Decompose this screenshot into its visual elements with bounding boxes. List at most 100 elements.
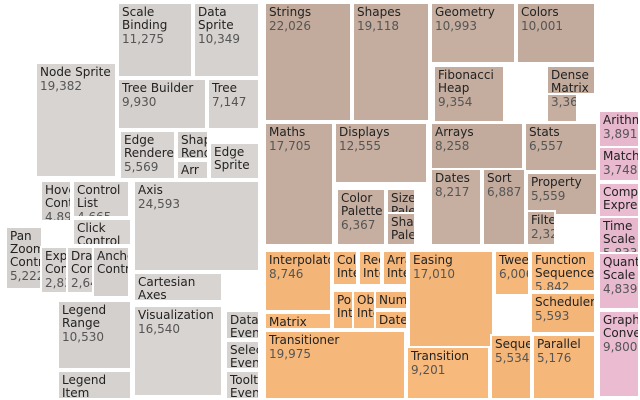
treemap-cell-dense-matrix: Dense Matrix — [546, 65, 596, 95]
treemap-cell-dates: Dates 8,217 — [430, 168, 482, 246]
treemap-cell-composite-expression: Composite Expression — [598, 182, 640, 218]
treemap-cell-array-interpolator: Array Interpolator — [382, 250, 408, 286]
treemap-cell-shape-renderer: Shape Renderer — [176, 130, 209, 160]
treemap-label: Node Sprite 19,382 — [40, 66, 114, 93]
treemap-label: Select Event — [230, 343, 260, 370]
treemap-label: Shape Renderer — [181, 133, 209, 160]
treemap-cell-arr: Arr — [176, 160, 209, 180]
treemap-value: 3,891 — [603, 127, 638, 141]
treemap-label: Expand Control2,832 — [45, 249, 68, 290]
treemap-value: 19,118 — [357, 19, 399, 33]
treemap-value: 10,993 — [435, 19, 477, 33]
treemap-value: 2,649 — [71, 276, 92, 290]
treemap-label: Composite Expression — [603, 185, 639, 212]
treemap-label: Dates 8,217 — [435, 172, 479, 199]
treemap-label: Hover Control4,896 — [45, 183, 72, 222]
treemap-label: Drag Control2,649 — [71, 249, 94, 290]
treemap-value: 16,540 — [138, 322, 180, 336]
treemap-cell-shape-palette: Shape Palette2,059 — [386, 212, 416, 246]
treemap-label: Point Interpolator — [337, 293, 356, 320]
treemap-label: Array Interpolator — [387, 253, 406, 280]
treemap-cell-graphics-converter: Graphics Converter9,800 — [598, 310, 640, 398]
treemap-cell-easing: Easing 17,010 — [408, 250, 494, 348]
treemap-label: Edge Sprite — [214, 145, 250, 172]
treemap-label: Tween6,006 — [499, 253, 530, 281]
treemap-cell-geometry: Geometry 10,993 — [430, 2, 516, 64]
treemap-value: 7,147 — [212, 95, 247, 109]
treemap-value: 4,665 — [77, 210, 112, 218]
treemap-cell-edge-sprite: Edge Sprite — [209, 142, 260, 180]
treemap-label: Geometry 10,993 — [435, 6, 513, 33]
treemap-cell-displays: Displays 12,555 — [334, 122, 428, 184]
treemap-value: 9,930 — [122, 95, 157, 109]
treemap-value: 24,593 — [138, 197, 180, 211]
treemap-label: Axis 24,593 — [138, 184, 257, 211]
treemap-cell-arithmetic: Arithmetic3,891 — [598, 110, 640, 152]
treemap-label: Arithmetic3,891 — [603, 113, 638, 141]
treemap-label: Data Sprite 10,349 — [198, 6, 257, 46]
treemap-label: Rectangle Interpolator — [363, 253, 380, 280]
treemap-cell-tween: Tween6,006 — [494, 250, 530, 296]
treemap-label: Object Interpolator — [357, 293, 378, 320]
treemap-label: Shapes 19,118 — [357, 6, 427, 33]
treemap-value: 5,222 — [10, 269, 43, 283]
treemap-cell-pan-zoom-control: Pan Zoom Control5,222 — [5, 226, 43, 290]
treemap-label: Pan Zoom Control5,222 — [10, 229, 43, 283]
treemap-cell-color-interpolator: Color Interpolator — [332, 250, 358, 286]
treemap-cell-parallel: Parallel 5,176 — [532, 334, 596, 400]
treemap-value: 2,324 — [531, 227, 554, 241]
treemap-cell-maths: Maths 17,705 — [264, 122, 334, 246]
treemap-cell-fibonacci-heap: Fibonacci Heap 9,354 — [433, 65, 505, 123]
treemap-label: Graphics Converter9,800 — [603, 313, 640, 354]
treemap-value: 17,010 — [413, 267, 455, 281]
treemap-cell-select-event: Select Event — [225, 340, 260, 370]
treemap-value: 3,366 — [551, 95, 578, 109]
treemap-value: 9,201 — [411, 363, 446, 377]
treemap-cell-control-list: Control List 4,665 — [72, 180, 130, 218]
treemap-label: Visualization 16,540 — [138, 309, 220, 336]
treemap-label: Matrix Interpolator — [269, 315, 307, 329]
treemap-cell-time-scale: Time Scale 5,833 — [598, 216, 640, 256]
treemap-value: 8,258 — [435, 139, 470, 153]
treemap-cell-number-interpolator: Number Interpolator — [374, 290, 408, 310]
treemap-value: 5,833 — [603, 246, 638, 256]
treemap-label: Anchor Control — [97, 249, 130, 276]
treemap-value: 8,217 — [435, 185, 470, 199]
treemap-cell-expand-control: Expand Control2,832 — [40, 246, 68, 294]
treemap-value: 19,975 — [269, 347, 311, 361]
treemap-label: Interpolator8,746 — [269, 253, 330, 281]
treemap-value: 9,354 — [438, 95, 473, 109]
treemap-label: Click Control — [77, 221, 121, 246]
treemap-cell-matrix-interpolator: Matrix Interpolator — [264, 312, 332, 330]
treemap-label: Tooltip Event — [230, 373, 260, 400]
treemap-cell-anchor-control: Anchor Control — [92, 246, 130, 298]
treemap-value: 2,059 — [391, 243, 414, 245]
treemap-value: 11,275 — [122, 32, 164, 46]
treemap-cell-strings: Strings 22,026 — [264, 2, 352, 122]
treemap-cell-colors: Colors 10,001 — [516, 2, 596, 64]
treemap-label: Transitioner 19,975 — [269, 334, 403, 361]
treemap-value: 6,006 — [499, 267, 530, 281]
treemap-label: Match 3,748 — [603, 149, 640, 177]
treemap-label: Scale Binding 11,275 — [122, 6, 190, 46]
treemap-value: 2,832 — [45, 276, 66, 290]
treemap-value: 10,530 — [62, 330, 104, 344]
treemap-cell-transition: Transition 9,201 — [406, 346, 490, 400]
treemap-value: 5,176 — [537, 351, 572, 365]
treemap-cell-data-sprite: Data Sprite 10,349 — [193, 2, 260, 78]
treemap-cell-color-palette: Color Palette 6,367 — [336, 188, 386, 246]
treemap-label: Arrays 8,258 — [435, 126, 521, 153]
treemap-label: Tree 7,147 — [212, 82, 257, 109]
treemap-cell-drag-control: Drag Control2,649 — [66, 246, 94, 294]
treemap-cell-legend-range: Legend Range 10,530 — [57, 300, 132, 370]
treemap-label: Cartesian Axes6,703 — [138, 275, 196, 302]
treemap-cell-visualization: Visualization 16,540 — [133, 305, 223, 397]
treemap-cell-sort: Sort 6,887 — [482, 168, 526, 246]
treemap-label: Color Palette 6,367 — [341, 191, 383, 232]
treemap-cell-click-control: Click Control — [72, 218, 132, 246]
treemap-cell-function-sequence: Function Sequence 5,842 — [530, 250, 596, 292]
treemap-value: 4,839 — [603, 282, 638, 296]
treemap-cell-tooltip-event: Tooltip Event — [225, 370, 260, 400]
